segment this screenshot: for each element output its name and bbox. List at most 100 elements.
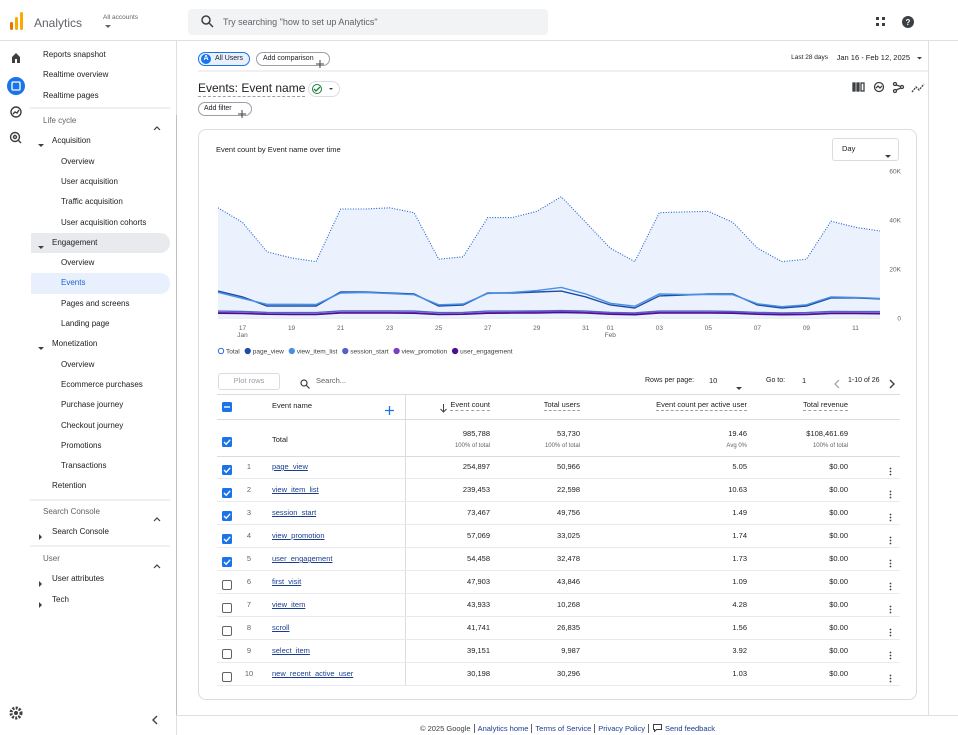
- event-name-link[interactable]: page_view: [272, 462, 308, 471]
- settings-icon[interactable]: [9, 706, 23, 720]
- row-menu[interactable]: [889, 463, 892, 481]
- nav-item[interactable]: Realtime pages: [43, 90, 99, 100]
- collapse-nav[interactable]: [152, 715, 158, 725]
- segment-chip[interactable]: [198, 52, 250, 66]
- row-menu[interactable]: [889, 532, 892, 550]
- row-checkbox[interactable]: [222, 669, 232, 687]
- nav-item[interactable]: Overview: [61, 258, 95, 268]
- nav-section-title[interactable]: Search Console: [43, 507, 100, 516]
- report-icons[interactable]: [852, 81, 925, 94]
- add-dimension[interactable]: [385, 402, 394, 420]
- rows-per-page[interactable]: 10: [709, 376, 718, 385]
- segment-badge-bg: [201, 54, 211, 64]
- nav-item[interactable]: Events: [61, 278, 86, 288]
- nav-item[interactable]: User acquisition cohorts: [61, 217, 147, 227]
- row-checkbox[interactable]: [222, 434, 232, 452]
- date-caret[interactable]: [917, 57, 922, 60]
- next-page[interactable]: [889, 376, 895, 394]
- prev-page-part: [834, 379, 840, 389]
- row-menu[interactable]: [889, 624, 892, 642]
- date-range[interactable]: Jan 16 - Feb 12, 2025: [836, 53, 910, 62]
- nav-item[interactable]: Ecommerce purchases: [61, 379, 143, 389]
- nav-item[interactable]: Overview: [61, 156, 95, 166]
- row-checkbox[interactable]: [222, 554, 232, 572]
- reports-icon-bg[interactable]: [7, 77, 25, 95]
- nav-item[interactable]: Retention: [52, 481, 87, 491]
- footer-link[interactable]: Terms of Service: [531, 723, 594, 733]
- footer-link[interactable]: Privacy Policy: [594, 723, 648, 733]
- period-select[interactable]: [832, 138, 899, 161]
- nav-section-title[interactable]: User: [43, 554, 60, 563]
- cell-value: 26,835: [557, 623, 580, 632]
- row-menu[interactable]: [889, 509, 892, 527]
- nav-item[interactable]: Pages and screens: [61, 298, 130, 308]
- nav-item[interactable]: Purchase journey: [61, 400, 124, 410]
- nav-item[interactable]: Realtime overview: [43, 70, 109, 80]
- apps-icon[interactable]: [876, 17, 885, 26]
- footer-link[interactable]: Analytics home: [473, 723, 532, 733]
- nav-item[interactable]: Monetization: [52, 339, 98, 349]
- nav-item[interactable]: Overview: [61, 359, 95, 369]
- nav-item[interactable]: User acquisition: [61, 176, 118, 186]
- row-checkbox[interactable]: [222, 577, 232, 595]
- event-name-link[interactable]: new_recent_active_user: [272, 669, 354, 678]
- total-value: 985,788: [462, 429, 490, 438]
- nav-item[interactable]: Transactions: [61, 461, 107, 471]
- search-box[interactable]: [188, 9, 548, 35]
- nav-item[interactable]: Promotions: [61, 440, 102, 450]
- event-name-link[interactable]: session_start: [272, 508, 317, 517]
- row-menu[interactable]: [889, 578, 892, 596]
- go-to[interactable]: 1: [802, 376, 807, 385]
- section-toggle-part: [153, 564, 161, 569]
- row-checkbox[interactable]: [222, 623, 232, 641]
- row-menu[interactable]: [889, 670, 892, 688]
- event-name-link[interactable]: view_item_list: [272, 485, 319, 494]
- event-name-link[interactable]: view_promotion: [272, 531, 325, 540]
- help-icon[interactable]: ?: [902, 16, 914, 28]
- section-toggle[interactable]: [153, 118, 161, 136]
- event-name-link[interactable]: user_engagement: [272, 554, 333, 563]
- advertising-icon[interactable]: [9, 131, 22, 144]
- nav-item[interactable]: Reports snapshot: [43, 50, 106, 59]
- nav-item[interactable]: Acquisition: [52, 136, 91, 146]
- nav-caret-part: [39, 581, 42, 588]
- row-checkbox[interactable]: [222, 600, 232, 618]
- add-filter-chip[interactable]: [198, 102, 252, 116]
- event-name-link[interactable]: view_item: [272, 600, 306, 609]
- explore-icon[interactable]: [10, 106, 22, 118]
- row-checkbox[interactable]: [222, 646, 232, 664]
- search-placeholder[interactable]: Try searching "how to set up Analytics": [223, 17, 378, 27]
- row-checkbox[interactable]: [222, 508, 232, 526]
- row-checkbox[interactable]: [222, 485, 232, 503]
- home-icon[interactable]: [12, 53, 20, 63]
- feedback-link[interactable]: Send feedback: [664, 723, 716, 733]
- column-header[interactable]: Event count per active user: [656, 400, 747, 411]
- section-toggle[interactable]: [153, 556, 161, 574]
- nav-item[interactable]: Tech: [52, 594, 69, 604]
- add-comparison-chip[interactable]: [256, 52, 330, 66]
- row-checkbox[interactable]: [222, 531, 232, 549]
- prev-page[interactable]: [834, 376, 840, 394]
- nav-item[interactable]: Traffic acquisition: [61, 197, 123, 207]
- nav-item[interactable]: User attributes: [52, 574, 105, 584]
- row-menu[interactable]: [889, 647, 892, 665]
- column-header[interactable]: Total users: [543, 400, 580, 411]
- event-name-link[interactable]: first_visit: [272, 577, 302, 586]
- row-menu[interactable]: [889, 601, 892, 619]
- event-name-link[interactable]: scroll: [272, 623, 290, 632]
- nav-item[interactable]: Landing page: [61, 319, 110, 328]
- column-header[interactable]: Event count: [450, 400, 490, 411]
- row-checkbox[interactable]: [222, 462, 232, 480]
- nav-item[interactable]: Search Console: [52, 527, 109, 537]
- column-header[interactable]: Total revenue: [802, 400, 848, 411]
- section-toggle[interactable]: [153, 509, 161, 527]
- row-checkbox[interactable]: [222, 399, 232, 417]
- plot-rows-button[interactable]: [218, 373, 280, 390]
- nav-section-title[interactable]: Life cycle: [43, 116, 77, 125]
- nav-item[interactable]: Engagement: [52, 237, 98, 247]
- event-name-link[interactable]: select_item: [272, 646, 310, 655]
- nav-item[interactable]: Checkout journey: [61, 420, 124, 430]
- row-menu[interactable]: [889, 555, 892, 573]
- row-menu[interactable]: [889, 486, 892, 504]
- table-search[interactable]: Search...: [316, 376, 347, 385]
